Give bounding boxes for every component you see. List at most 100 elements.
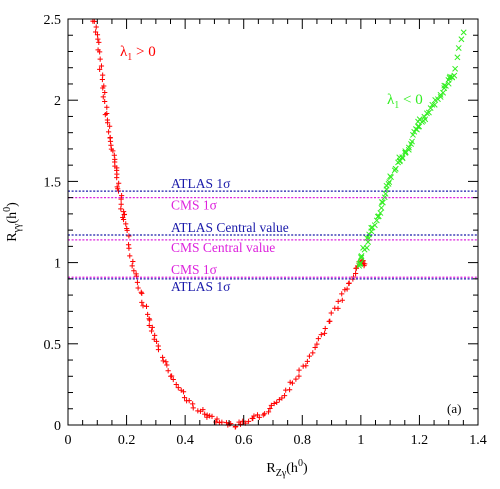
data-point-lambda-positive [120, 216, 127, 223]
data-point-lambda-positive [281, 393, 288, 399]
reference-line-label: CMS 1σ [171, 198, 218, 213]
data-point-lambda-negative [452, 65, 459, 72]
x-tick-label: 1.4 [469, 433, 487, 448]
data-point-lambda-negative [375, 213, 382, 220]
data-point-lambda-negative [371, 222, 378, 229]
x-tick-label: 0.8 [294, 433, 312, 448]
data-point-lambda-positive [314, 341, 320, 347]
y-tick-label: 2 [54, 94, 61, 109]
x-tick-label: 0.6 [235, 433, 253, 448]
data-point-lambda-positive [175, 385, 181, 391]
axis-ticks: 0 0.2 0.4 0.6 0.8 1 1.2 1.4 0 0.5 1 1.5 2 2.5 [44, 13, 487, 448]
data-point-lambda-negative [381, 194, 388, 201]
x-tick-label: 0 [65, 433, 72, 448]
data-point-lambda-positive [274, 399, 280, 405]
data-point-lambda-positive [315, 336, 321, 342]
data-point-lambda-positive [155, 347, 162, 353]
data-point-lambda-negative [378, 204, 385, 211]
y-tick-label: 1.5 [44, 175, 62, 190]
data-point-lambda-positive [190, 405, 196, 411]
data-point-lambda-negative [366, 231, 373, 238]
y-tick-label: 0.5 [44, 338, 62, 353]
data-point-lambda-positive [190, 401, 196, 407]
data-point-lambda-positive [118, 201, 124, 207]
data-point-lambda-positive [339, 297, 345, 303]
data-point-lambda-negative [357, 254, 364, 261]
data-point-lambda-positive [165, 368, 171, 374]
data-point-lambda-positive [296, 373, 302, 379]
reference-lines: ATLAS 1σ CMS 1σ ATLAS Central value CMS Cen… [68, 176, 478, 294]
data-point-lambda-positive [344, 286, 350, 292]
data-point-lambda-positive [170, 376, 176, 383]
data-point-lambda-positive [159, 354, 166, 360]
data-point-lambda-positive [304, 358, 310, 365]
data-point-lambda-negative [368, 224, 375, 231]
data-point-lambda-positive [287, 387, 293, 393]
data-point-lambda-positive [296, 367, 302, 373]
data-point-lambda-negative [378, 199, 385, 205]
data-point-lambda-negative [416, 123, 423, 130]
data-point-lambda-negative [363, 244, 370, 251]
x-tick-label: 1.2 [411, 433, 429, 448]
data-point-lambda-positive [102, 98, 108, 105]
reference-line-label: CMS Central value [171, 240, 275, 255]
data-point-lambda-positive [289, 380, 296, 386]
data-point-lambda-positive [160, 358, 166, 364]
data-point-lambda-positive [256, 414, 262, 420]
data-point-lambda-positive [131, 268, 137, 274]
y-axis-title: Rγγ(h0) [2, 202, 23, 242]
data-point-lambda-positive [114, 175, 120, 181]
data-point-lambda-negative [377, 209, 384, 216]
data-point-lambda-positive [96, 39, 102, 45]
data-point-lambda-positive [147, 317, 153, 323]
data-point-lambda-negative [386, 179, 393, 186]
data-point-lambda-positive [306, 353, 313, 359]
data-point-lambda-positive [116, 180, 122, 186]
data-point-lambda-negative [405, 146, 412, 153]
data-point-lambda-positive [164, 362, 170, 368]
data-point-lambda-positive [237, 421, 244, 427]
data-point-lambda-positive [119, 192, 125, 199]
data-point-lambda-positive [93, 29, 99, 35]
data-point-lambda-positive [104, 120, 111, 126]
data-point-lambda-positive [279, 395, 285, 401]
data-point-lambda-negative [454, 54, 461, 61]
data-point-lambda-negative [399, 154, 406, 161]
data-point-lambda-positive [118, 196, 124, 202]
data-point-lambda-negative [415, 123, 421, 130]
data-point-lambda-positive [121, 209, 127, 215]
y-tick-label: 2.5 [44, 13, 62, 28]
data-point-lambda-negative [357, 260, 364, 266]
data-point-lambda-positive [346, 280, 352, 286]
data-point-lambda-negative [410, 131, 416, 138]
data-point-lambda-positive [91, 18, 97, 25]
data-point-lambda-positive [339, 291, 345, 297]
data-point-lambda-positive [130, 258, 136, 265]
data-point-lambda-positive [287, 379, 293, 385]
data-point-lambda-positive [146, 322, 152, 329]
data-point-lambda-negative [405, 144, 412, 151]
data-point-lambda-negative [427, 105, 434, 112]
x-tick-label: 0.2 [118, 433, 136, 448]
data-point-lambda-negative [388, 174, 394, 181]
data-point-lambda-negative [440, 89, 447, 96]
data-point-lambda-positive [143, 303, 150, 310]
data-point-lambda-positive [327, 318, 333, 324]
data-point-lambda-positive [107, 123, 113, 129]
data-point-lambda-negative [357, 261, 364, 268]
data-point-lambda-positive [110, 148, 116, 154]
data-point-lambda-negative [460, 29, 467, 36]
data-point-lambda-positive [293, 376, 299, 382]
data-point-lambda-positive [312, 344, 318, 351]
y-tick-label: 1 [54, 257, 61, 272]
data-point-lambda-negative [392, 165, 399, 172]
data-point-lambda-positive [169, 373, 175, 379]
data-point-lambda-positive [97, 49, 103, 55]
data-point-lambda-positive [104, 104, 110, 110]
data-point-lambda-positive [204, 412, 210, 418]
data-point-lambda-positive [94, 32, 101, 38]
data-point-lambda-negative [441, 82, 448, 89]
reference-line-label: CMS 1σ [171, 262, 218, 277]
data-point-lambda-positive [303, 363, 309, 369]
data-point-lambda-positive [115, 186, 121, 192]
